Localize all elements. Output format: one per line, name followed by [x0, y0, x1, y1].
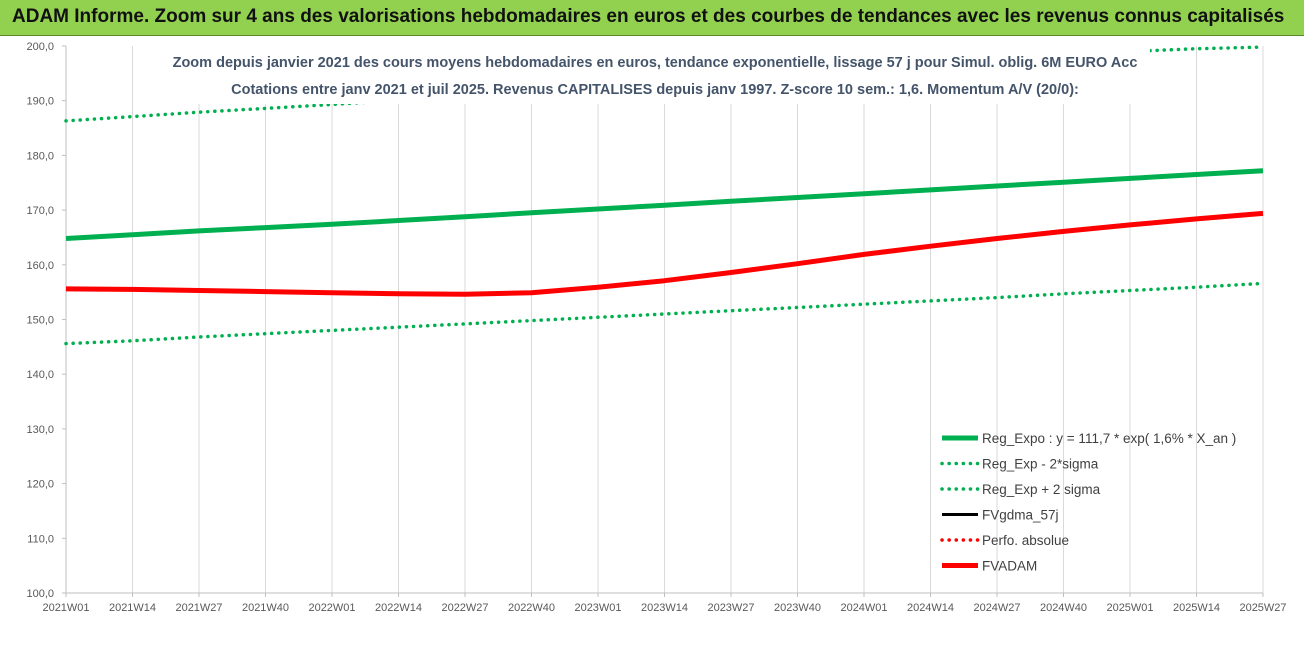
axis-layer: 100,0 110,0 120,0 130,0 140,0 150,0 160,0 170,0… — [26, 41, 1286, 614]
x-tick-label: 2024W27 — [973, 602, 1020, 614]
x-tick-label: 2022W27 — [441, 602, 488, 614]
y-tick-label: 150,0 — [26, 315, 54, 327]
x-tick-label: 2025W01 — [1106, 602, 1153, 614]
y-tick-label: 140,0 — [26, 369, 54, 381]
x-tick-label: 2024W14 — [907, 602, 954, 614]
x-tick-label: 2023W27 — [707, 602, 754, 614]
x-tick-label: 2023W40 — [774, 602, 821, 614]
legend-label: Perfo. absolue — [982, 533, 1069, 548]
x-tick-label: 2022W40 — [508, 602, 555, 614]
series-line-0 — [65, 168, 1264, 241]
legend-label: Reg_Exp - 2*sigma — [982, 457, 1099, 472]
legend-label: Reg_Expo : y = 111,7 * exp( 1,6% * X_an … — [982, 431, 1236, 446]
x-tick-label: 2024W40 — [1040, 602, 1087, 614]
legend-label: FVgdma_57j — [982, 508, 1059, 523]
y-tick-label: 190,0 — [26, 96, 54, 108]
grid-layer — [65, 46, 1264, 593]
chart-area: 100,0 110,0 120,0 130,0 140,0 150,0 160,0 170,0… — [0, 36, 1304, 653]
y-tick-label: 120,0 — [26, 479, 54, 491]
y-tick-label: 200,0 — [26, 41, 54, 53]
chart-title-group: Zoom depuis janvier 2021 des cours moyen… — [160, 46, 1150, 104]
x-tick-label: 2021W27 — [175, 602, 222, 614]
x-tick-label: 2025W27 — [1239, 602, 1286, 614]
legend-label: Reg_Exp + 2 sigma — [982, 482, 1101, 497]
x-tick-label: 2023W01 — [574, 602, 621, 614]
x-tick-label: 2021W40 — [242, 602, 289, 614]
legend: Reg_Expo : y = 111,7 * exp( 1,6% * X_an … — [940, 431, 1236, 574]
x-tick-label: 2021W14 — [109, 602, 156, 614]
y-tick-label: 130,0 — [26, 424, 54, 436]
chart-subtitle: Cotations entre janv 2021 et juil 2025. … — [231, 82, 1079, 98]
series-line-5 — [65, 210, 1264, 297]
y-tick-label: 170,0 — [26, 205, 54, 217]
y-tick-label: 110,0 — [27, 533, 54, 545]
x-tick-label: 2021W01 — [42, 602, 89, 614]
chart-title: Zoom depuis janvier 2021 des cours moyen… — [173, 55, 1138, 71]
x-tick-label: 2025W14 — [1173, 602, 1220, 614]
x-tick-label: 2024W01 — [840, 602, 887, 614]
y-tick-label: 180,0 — [26, 150, 54, 162]
header-bar: ADAM Informe. Zoom sur 4 ans des valoris… — [0, 0, 1304, 36]
series-line-1 — [64, 281, 1265, 346]
line-chart: 100,0 110,0 120,0 130,0 140,0 150,0 160,0 170,0… — [26, 41, 1286, 614]
y-tick-label: 100,0 — [26, 588, 54, 600]
x-tick-label: 2022W14 — [375, 602, 422, 614]
y-tick-label: 160,0 — [26, 260, 54, 272]
legend-label: FVADAM — [982, 559, 1037, 574]
chart-title-bg — [160, 46, 1150, 104]
x-tick-label: 2022W01 — [308, 602, 355, 614]
x-tick-label: 2023W14 — [641, 602, 688, 614]
page-title: ADAM Informe. Zoom sur 4 ans des valoris… — [12, 6, 1285, 27]
